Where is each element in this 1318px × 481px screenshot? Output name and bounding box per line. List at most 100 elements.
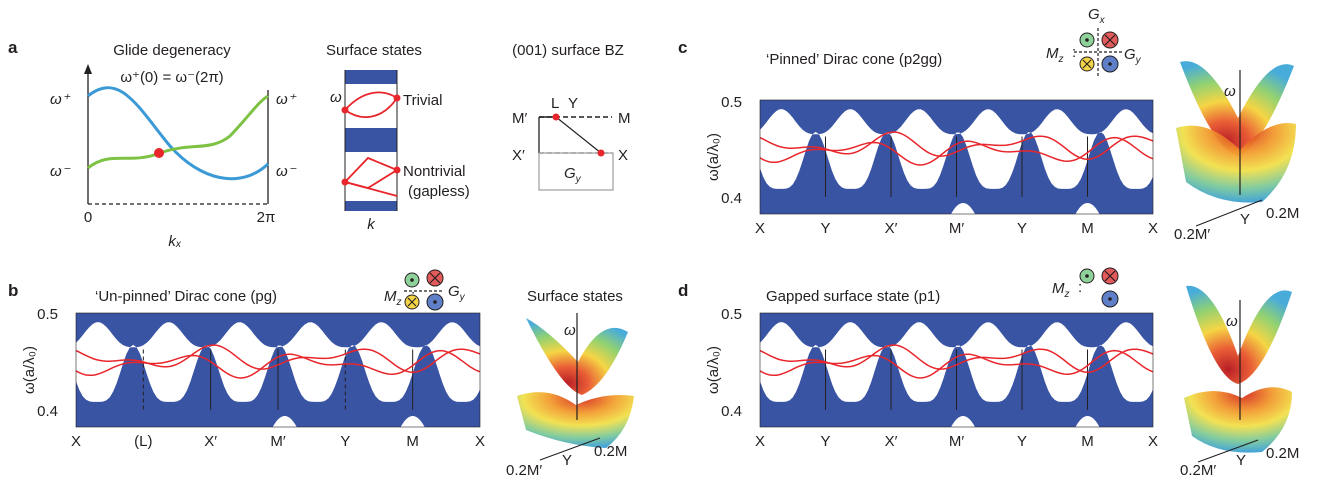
cone-c-upper-surface: [1180, 61, 1294, 156]
bz-M-prime: M′: [512, 110, 527, 127]
cone-b: ω 0.2M Y 0.2M′: [506, 313, 634, 479]
cone-d-Mp: 0.2M′: [1180, 462, 1216, 479]
cone-d-M: 0.2M: [1266, 445, 1299, 462]
panel-a-letter: a: [8, 38, 18, 57]
glide-x-end: 2π: [257, 209, 276, 226]
cone-d-omega: ω: [1226, 313, 1238, 330]
panel-b-mz-legend: Mz : Gy: [384, 269, 466, 311]
ss-trivial-dot-left: [341, 106, 349, 114]
x-tick-label: Y: [820, 220, 830, 237]
ss-band-1: [345, 70, 397, 84]
bz-title: (001) surface BZ: [512, 42, 624, 59]
panel-b-side-title: Surface states: [527, 288, 623, 305]
x-tick-label: Y: [820, 433, 830, 450]
cross-mark: [1104, 270, 1116, 282]
cone-b-upper-surface: [526, 318, 628, 395]
surface-state-curve: [759, 344, 1154, 374]
dot-center: [1085, 38, 1089, 42]
ss-nontrivial-line: [344, 181, 398, 197]
ss-trivial-label: Trivial: [403, 92, 442, 109]
ss-trivial-upper: [344, 91, 398, 111]
x-tick-label: X′: [204, 433, 217, 450]
band-notch: [1075, 416, 1100, 427]
bz-Y: Y: [568, 95, 578, 112]
ss-trivial-lower: [344, 97, 398, 119]
cone-c-Mp: 0.2M′: [1174, 226, 1210, 243]
cone-c-lower-surface: [1176, 123, 1296, 203]
band-plot-d: 0.5 0.4 ω(a/λ₀) X Y X′ M′ Y M X: [705, 306, 1158, 450]
cone-c-Y: Y: [1240, 211, 1250, 228]
panel-d-colon: :: [1078, 279, 1082, 296]
bz-diagonal: [555, 116, 602, 154]
bz-X: X: [618, 147, 628, 164]
cone-d-Y: Y: [1236, 452, 1246, 469]
cross-mark: [407, 297, 417, 307]
cone-d-upper-surface: [1186, 285, 1292, 384]
surface-state-curve: [75, 349, 481, 379]
x-tick-label: X: [755, 220, 765, 237]
plot-b-ytick-top: 0.5: [37, 306, 58, 323]
x-tick-label: Y: [340, 433, 350, 450]
ss-band-3: [345, 201, 397, 211]
glide-omega-plus-left: ω⁺: [50, 91, 71, 108]
cone-c: ω 0.2M Y 0.2M′: [1174, 61, 1299, 243]
surface-states-title: Surface states: [326, 42, 422, 59]
bz-M: M: [618, 110, 631, 127]
surface-states-omega: ω: [330, 89, 342, 106]
glide-blue-curve: [87, 86, 270, 181]
glide-xlabel: kₓ: [168, 233, 182, 250]
glide-degeneracy-point: [154, 148, 164, 158]
cone-c-k-axis: [1195, 199, 1263, 227]
ss-trivial-dot-right: [393, 94, 401, 102]
panel-b: b ‘Un-pinned’ Dirac cone (pg) Mz : Gy Su…: [8, 269, 623, 311]
band-notch: [951, 416, 976, 427]
panel-d-Mz: Mz: [1052, 280, 1070, 300]
bz-X-point: [597, 149, 605, 157]
panel-c-letter: c: [678, 38, 687, 57]
x-tick-label: M′: [949, 433, 964, 450]
cone-d: ω 0.2M Y 0.2M′: [1180, 285, 1299, 479]
glide-title: Glide degeneracy: [113, 42, 231, 59]
band-plot-b: 0.5 0.4 ω(a/λ₀) X (L) X′ M′ Y M X: [21, 306, 485, 450]
plot-frame: [759, 312, 1154, 428]
x-tick-label: Y: [1017, 220, 1027, 237]
surface-states-schematic: Surface states ω Trivial Nontrivial (gap…: [326, 42, 470, 233]
panel-c-Gy: Gy: [1124, 46, 1142, 66]
x-tick-label: Y: [1017, 433, 1027, 450]
glide-omega-minus-right: ω⁻: [276, 163, 297, 180]
panel-c-title: ‘Pinned’ Dirac cone (p2gg): [766, 51, 942, 68]
bz-X-prime: X′: [512, 147, 525, 164]
x-tick-label: X: [71, 433, 81, 450]
surface-state-curve: [75, 344, 481, 374]
ss-band-2: [345, 128, 397, 152]
ss-nontrivial-label: Nontrivial: [403, 163, 466, 180]
ss-xlabel: k: [367, 216, 376, 233]
ss-gapless-label: (gapless): [408, 183, 470, 200]
ss-nontrivial-dot-left: [341, 178, 349, 186]
cone-b-Y: Y: [562, 452, 572, 469]
x-tick-label: X′: [885, 433, 898, 450]
cone-b-omega: ω: [564, 322, 576, 339]
x-tick-label: X: [475, 433, 485, 450]
x-tick-label: M: [406, 433, 419, 450]
plot-c-ytick-top: 0.5: [721, 94, 742, 111]
band-gap-region: [760, 109, 1153, 189]
surface-state-curve: [759, 349, 1154, 379]
plot-b-ylabel: ω(a/λ₀): [21, 346, 38, 394]
panel-c-Mz: Mz: [1046, 45, 1064, 65]
cone-c-omega: ω: [1224, 83, 1236, 100]
cone-b-k-axis: [539, 437, 601, 461]
glide-x-start: 0: [84, 209, 92, 226]
ss-nontrivial-dot-right: [393, 166, 401, 174]
x-tick-label: X: [1148, 220, 1158, 237]
bz-Gy: Gy: [564, 165, 582, 185]
cross-mark: [1082, 59, 1092, 69]
x-tick-label: X′: [885, 220, 898, 237]
cone-d-lower-surface: [1184, 387, 1292, 453]
panel-c-symmetry-legend: Gx Mz : Gy: [1046, 6, 1142, 76]
glide-degeneracy-plot: Glide degeneracy ω⁺(0) = ω⁻(2π) ω⁺ ω⁻ ω⁺…: [50, 42, 297, 250]
plot-d-ytick-top: 0.5: [721, 306, 742, 323]
dot-center: [410, 278, 414, 282]
glide-y-arrow: [84, 64, 92, 74]
band-notch: [400, 416, 425, 427]
